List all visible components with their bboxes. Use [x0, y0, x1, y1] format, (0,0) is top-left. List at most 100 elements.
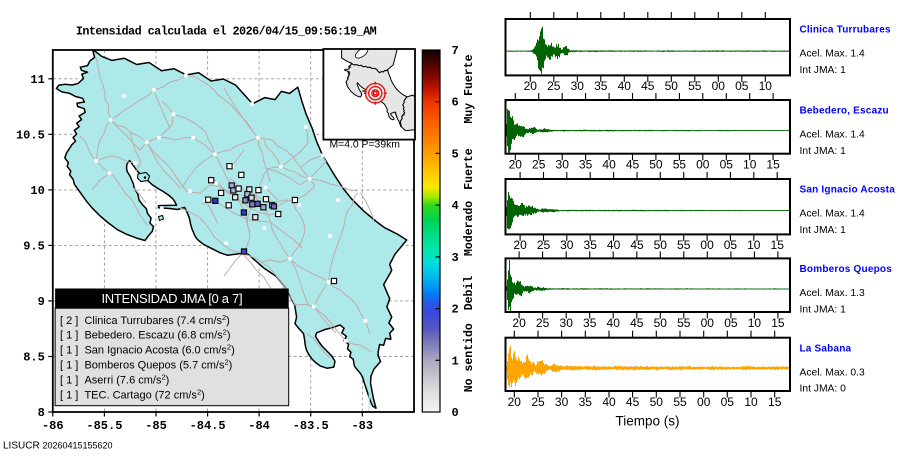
svg-text:-84: -84	[248, 419, 270, 433]
svg-text:[ 1 ] TEC. Cartago (72 cm/s2): [ 1 ] TEC. Cartago (72 cm/s2)	[60, 387, 205, 401]
svg-text:20: 20	[509, 158, 523, 172]
svg-text:Int JMA: 1: Int JMA: 1	[800, 304, 847, 315]
svg-text:10: 10	[759, 79, 773, 93]
svg-text:20: 20	[508, 395, 522, 409]
svg-text:[ 1 ] Bebedero. Escazu (6.8 c: [ 1 ] Bebedero. Escazu (6.8 cm/s2)	[60, 328, 230, 342]
svg-text:Acel. Max. 1.4: Acel. Max. 1.4	[800, 130, 866, 141]
svg-text:45: 45	[626, 158, 640, 172]
svg-text:45: 45	[626, 395, 640, 409]
svg-text:11: 11	[30, 73, 44, 87]
svg-text:45: 45	[630, 316, 644, 330]
svg-text:00: 00	[696, 158, 710, 172]
svg-text:55: 55	[673, 158, 687, 172]
svg-text:40: 40	[602, 158, 616, 172]
svg-text:35: 35	[594, 79, 608, 93]
svg-text:30: 30	[555, 395, 569, 409]
svg-text:25: 25	[537, 238, 551, 252]
svg-text:50: 50	[650, 395, 664, 409]
svg-text:Muy Fuerte: Muy Fuerte	[463, 54, 476, 123]
svg-text:35: 35	[579, 395, 593, 409]
svg-text:10: 10	[30, 184, 44, 198]
svg-text:Debil: Debil	[463, 276, 476, 311]
svg-text:00: 00	[701, 316, 715, 330]
svg-text:[ 1 ] San Ignacio Acosta (6.0: [ 1 ] San Ignacio Acosta (6.0 cm/s2)	[60, 343, 235, 357]
svg-text:[ 1 ] Bomberos Quepos (5.7 cm: [ 1 ] Bomberos Quepos (5.7 cm/s2)	[60, 358, 232, 372]
svg-text:8: 8	[38, 406, 45, 420]
svg-text:Acel. Max. 1.4: Acel. Max. 1.4	[800, 209, 866, 220]
svg-text:50: 50	[654, 316, 668, 330]
svg-text:05: 05	[735, 79, 749, 93]
svg-text:50: 50	[654, 238, 668, 252]
svg-text:Intensidad calculada el 2026/0: Intensidad calculada el 2026/04/15_09:56…	[76, 25, 377, 39]
svg-text:5: 5	[452, 147, 459, 161]
svg-text:10: 10	[747, 238, 761, 252]
svg-text:Int JMA: 1: Int JMA: 1	[800, 225, 847, 236]
svg-text:Acel. Max. 0.3: Acel. Max. 0.3	[800, 367, 866, 378]
svg-text:35: 35	[579, 158, 593, 172]
svg-text:00: 00	[700, 238, 714, 252]
svg-text:25: 25	[547, 79, 561, 93]
svg-text:20: 20	[524, 79, 538, 93]
svg-text:35: 35	[584, 238, 598, 252]
svg-text:4: 4	[452, 199, 459, 213]
svg-text:50: 50	[665, 79, 679, 93]
svg-text:45: 45	[641, 79, 655, 93]
svg-text:Clinica Turrubares: Clinica Turrubares	[800, 25, 891, 36]
svg-text:7: 7	[452, 44, 459, 58]
svg-text:05: 05	[724, 238, 738, 252]
svg-text:00: 00	[697, 395, 711, 409]
svg-text:Acel. Max. 1.4: Acel. Max. 1.4	[800, 49, 866, 60]
svg-text:1: 1	[452, 354, 459, 368]
svg-text:45: 45	[630, 238, 644, 252]
svg-text:-83.5: -83.5	[293, 419, 329, 433]
svg-text:05: 05	[721, 395, 735, 409]
svg-text:Int JMA: 1: Int JMA: 1	[800, 65, 847, 76]
svg-text:55: 55	[677, 316, 691, 330]
svg-text:55: 55	[673, 395, 687, 409]
svg-text:25: 25	[531, 395, 545, 409]
svg-text:30: 30	[571, 79, 585, 93]
svg-text:10: 10	[743, 158, 757, 172]
svg-text:10.5: 10.5	[16, 128, 45, 142]
svg-text:Moderado: Moderado	[463, 201, 476, 256]
svg-text:Int JMA: 0: Int JMA: 0	[800, 384, 847, 395]
svg-text:00: 00	[712, 79, 726, 93]
svg-text:[ 2 ] Clinica Turrubares (7.4: [ 2 ] Clinica Turrubares (7.4 cm/s2)	[60, 313, 230, 327]
svg-text:No sentido: No sentido	[463, 323, 476, 392]
svg-text:Bebedero, Escazu: Bebedero, Escazu	[800, 106, 889, 117]
svg-text:Bomberos Quepos: Bomberos Quepos	[800, 264, 893, 275]
svg-text:50: 50	[649, 158, 663, 172]
svg-text:05: 05	[724, 316, 738, 330]
svg-text:10: 10	[748, 316, 762, 330]
svg-text:40: 40	[607, 316, 621, 330]
svg-text:9.5: 9.5	[23, 239, 45, 253]
svg-text:05: 05	[720, 158, 734, 172]
svg-text:-85.5: -85.5	[86, 419, 122, 433]
svg-text:M=4.0 P=39km: M=4.0 P=39km	[330, 139, 400, 150]
svg-text:15: 15	[768, 395, 782, 409]
svg-text:25: 25	[536, 316, 550, 330]
svg-text:3: 3	[452, 251, 459, 265]
svg-text:15: 15	[771, 238, 785, 252]
svg-text:Int JMA: 1: Int JMA: 1	[800, 146, 847, 157]
svg-text:35: 35	[583, 316, 597, 330]
svg-text:8.5: 8.5	[23, 351, 45, 365]
svg-text:40: 40	[602, 395, 616, 409]
svg-text:10: 10	[744, 395, 758, 409]
svg-text:6: 6	[452, 96, 459, 110]
svg-text:-84.5: -84.5	[190, 419, 226, 433]
svg-text:2: 2	[452, 303, 459, 317]
svg-text:LISUCR 20260415155620: LISUCR 20260415155620	[3, 441, 113, 452]
svg-text:25: 25	[532, 158, 546, 172]
svg-text:40: 40	[618, 79, 632, 93]
svg-text:-85: -85	[145, 419, 167, 433]
svg-text:20: 20	[512, 316, 526, 330]
svg-text:[ 1 ] Aserri (7.6 cm/s2): [ 1 ] Aserri (7.6 cm/s2)	[60, 372, 169, 386]
svg-text:30: 30	[556, 158, 570, 172]
svg-text:40: 40	[607, 238, 621, 252]
svg-text:55: 55	[688, 79, 702, 93]
svg-text:-83: -83	[351, 419, 373, 433]
svg-text:20: 20	[513, 238, 527, 252]
svg-text:Fuerte: Fuerte	[463, 148, 476, 190]
svg-text:15: 15	[766, 158, 780, 172]
